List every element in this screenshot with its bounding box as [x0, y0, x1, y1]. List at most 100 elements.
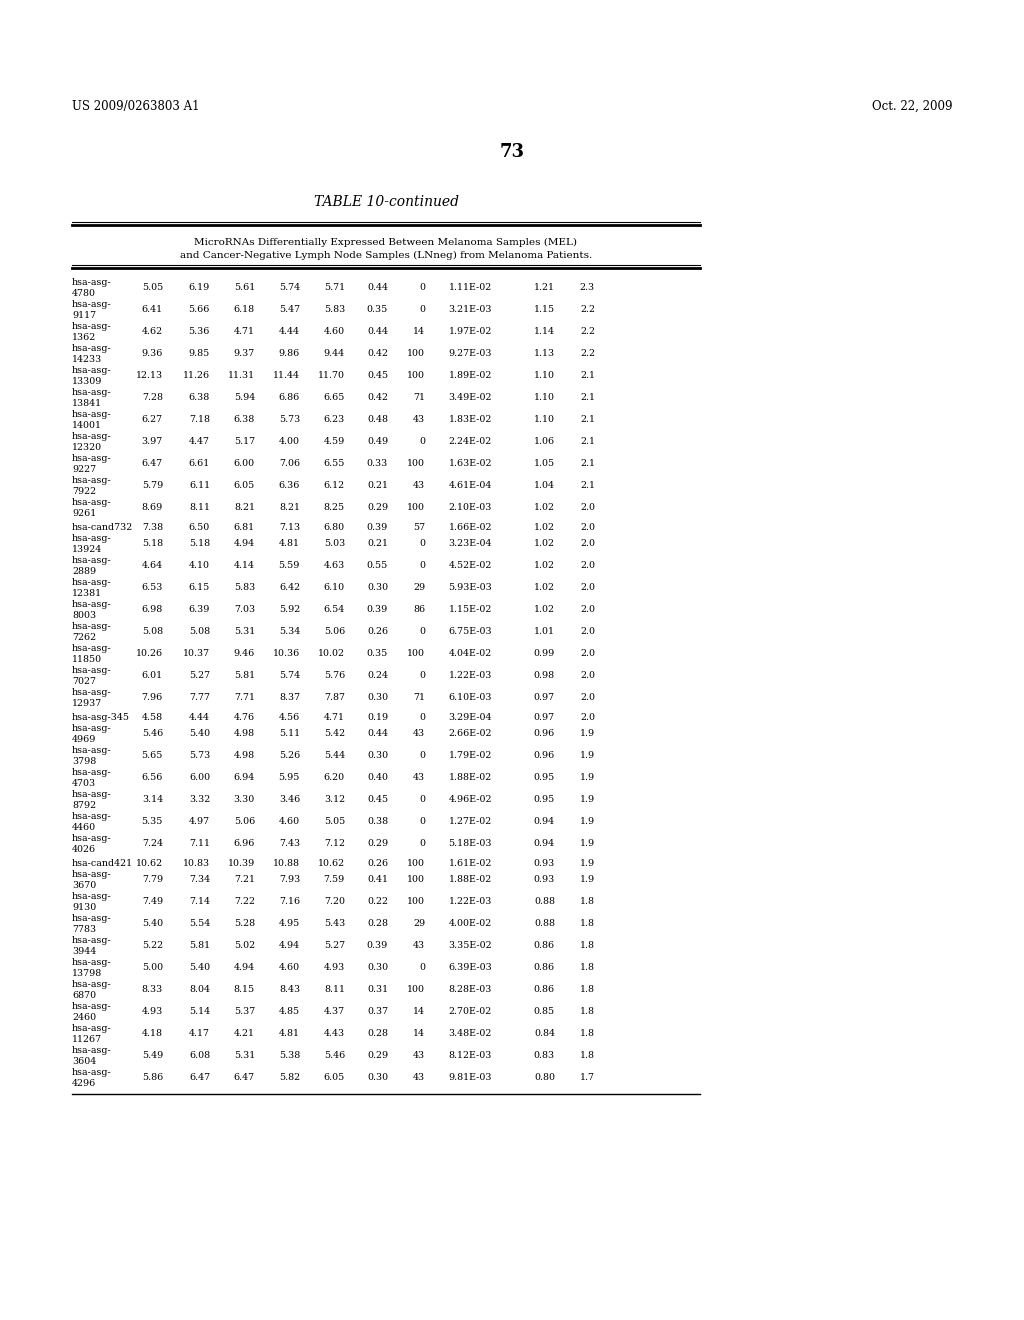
Text: 9.86: 9.86: [279, 348, 300, 358]
Text: 5.03: 5.03: [324, 539, 345, 548]
Text: 1.10: 1.10: [534, 414, 555, 424]
Text: 10.39: 10.39: [227, 859, 255, 869]
Text: 0: 0: [419, 817, 425, 826]
Text: 8.11: 8.11: [189, 503, 210, 512]
Text: hsa-asg-: hsa-asg-: [72, 279, 112, 286]
Text: 5.40: 5.40: [188, 729, 210, 738]
Text: 3.30: 3.30: [233, 795, 255, 804]
Text: 0.39: 0.39: [367, 941, 388, 950]
Text: 11850: 11850: [72, 655, 102, 664]
Text: 6.98: 6.98: [141, 605, 163, 614]
Text: 6.55: 6.55: [324, 459, 345, 469]
Text: 8.33: 8.33: [141, 985, 163, 994]
Text: 1.02: 1.02: [534, 503, 555, 512]
Text: 1.02: 1.02: [534, 561, 555, 570]
Text: 8.69: 8.69: [141, 503, 163, 512]
Text: 1.66E-02: 1.66E-02: [449, 523, 492, 532]
Text: 1.02: 1.02: [534, 583, 555, 591]
Text: 3.14: 3.14: [142, 795, 163, 804]
Text: 1.13: 1.13: [534, 348, 555, 358]
Text: 0.44: 0.44: [367, 729, 388, 738]
Text: 0.97: 0.97: [534, 713, 555, 722]
Text: 6.23: 6.23: [324, 414, 345, 424]
Text: 6.47: 6.47: [142, 459, 163, 469]
Text: 0.28: 0.28: [367, 1030, 388, 1038]
Text: 6.10E-03: 6.10E-03: [449, 693, 492, 702]
Text: 1.10: 1.10: [534, 393, 555, 403]
Text: 5.61: 5.61: [233, 282, 255, 292]
Text: 3.46: 3.46: [279, 795, 300, 804]
Text: 5.31: 5.31: [233, 627, 255, 636]
Text: 6.96: 6.96: [233, 840, 255, 847]
Text: 0.88: 0.88: [534, 919, 555, 928]
Text: 1.8: 1.8: [580, 941, 595, 950]
Text: hsa-asg-: hsa-asg-: [72, 578, 112, 587]
Text: hsa-asg-: hsa-asg-: [72, 723, 112, 733]
Text: 4.59: 4.59: [324, 437, 345, 446]
Text: 5.74: 5.74: [279, 282, 300, 292]
Text: hsa-asg-: hsa-asg-: [72, 601, 112, 609]
Text: 6.05: 6.05: [324, 1073, 345, 1082]
Text: 0: 0: [419, 795, 425, 804]
Text: 6.47: 6.47: [233, 1073, 255, 1082]
Text: 0.44: 0.44: [367, 327, 388, 337]
Text: 4.98: 4.98: [233, 729, 255, 738]
Text: 6.10: 6.10: [324, 583, 345, 591]
Text: 3670: 3670: [72, 880, 96, 890]
Text: 1.27E-02: 1.27E-02: [449, 817, 492, 826]
Text: hsa-asg-: hsa-asg-: [72, 622, 112, 631]
Text: 6.41: 6.41: [142, 305, 163, 314]
Text: 5.71: 5.71: [324, 282, 345, 292]
Text: 7.20: 7.20: [324, 898, 345, 906]
Text: 1.97E-02: 1.97E-02: [449, 327, 492, 337]
Text: 14233: 14233: [72, 355, 102, 364]
Text: 5.94: 5.94: [233, 393, 255, 403]
Text: 4.71: 4.71: [234, 327, 255, 337]
Text: 9261: 9261: [72, 510, 96, 517]
Text: 4.76: 4.76: [233, 713, 255, 722]
Text: 5.35: 5.35: [141, 817, 163, 826]
Text: 9.37: 9.37: [233, 348, 255, 358]
Text: 4.17: 4.17: [189, 1030, 210, 1038]
Text: hsa-asg-: hsa-asg-: [72, 498, 112, 507]
Text: hsa-asg-: hsa-asg-: [72, 667, 112, 675]
Text: 8.04: 8.04: [189, 985, 210, 994]
Text: 6.56: 6.56: [141, 774, 163, 781]
Text: 71: 71: [413, 393, 425, 403]
Text: 1.61E-02: 1.61E-02: [449, 859, 492, 869]
Text: 0.24: 0.24: [367, 671, 388, 680]
Text: 3.35E-02: 3.35E-02: [449, 941, 492, 950]
Text: 2.2: 2.2: [580, 348, 595, 358]
Text: hsa-asg-: hsa-asg-: [72, 556, 112, 565]
Text: 0.94: 0.94: [534, 840, 555, 847]
Text: 0: 0: [419, 671, 425, 680]
Text: 43: 43: [413, 941, 425, 950]
Text: hsa-asg-: hsa-asg-: [72, 535, 112, 543]
Text: 8.25: 8.25: [324, 503, 345, 512]
Text: 7.38: 7.38: [142, 523, 163, 532]
Text: and Cancer-Negative Lymph Node Samples (LNneg) from Melanoma Patients.: and Cancer-Negative Lymph Node Samples (…: [180, 251, 592, 260]
Text: 1.10: 1.10: [534, 371, 555, 380]
Text: hsa-asg-: hsa-asg-: [72, 644, 112, 653]
Text: 2.2: 2.2: [580, 305, 595, 314]
Text: 8.37: 8.37: [279, 693, 300, 702]
Text: 2.0: 2.0: [580, 503, 595, 512]
Text: 5.05: 5.05: [324, 817, 345, 826]
Text: 5.40: 5.40: [142, 919, 163, 928]
Text: 7783: 7783: [72, 925, 96, 935]
Text: 8003: 8003: [72, 611, 96, 620]
Text: 7.49: 7.49: [142, 898, 163, 906]
Text: 3.21E-03: 3.21E-03: [449, 305, 492, 314]
Text: 5.46: 5.46: [141, 729, 163, 738]
Text: 6.75E-03: 6.75E-03: [449, 627, 492, 636]
Text: 8792: 8792: [72, 801, 96, 810]
Text: 29: 29: [413, 583, 425, 591]
Text: 4.00: 4.00: [279, 437, 300, 446]
Text: 6.00: 6.00: [233, 459, 255, 469]
Text: 2.0: 2.0: [580, 649, 595, 657]
Text: 2.24E-02: 2.24E-02: [449, 437, 492, 446]
Text: 0.93: 0.93: [534, 875, 555, 884]
Text: 5.18: 5.18: [188, 539, 210, 548]
Text: 0.39: 0.39: [367, 523, 388, 532]
Text: 43: 43: [413, 414, 425, 424]
